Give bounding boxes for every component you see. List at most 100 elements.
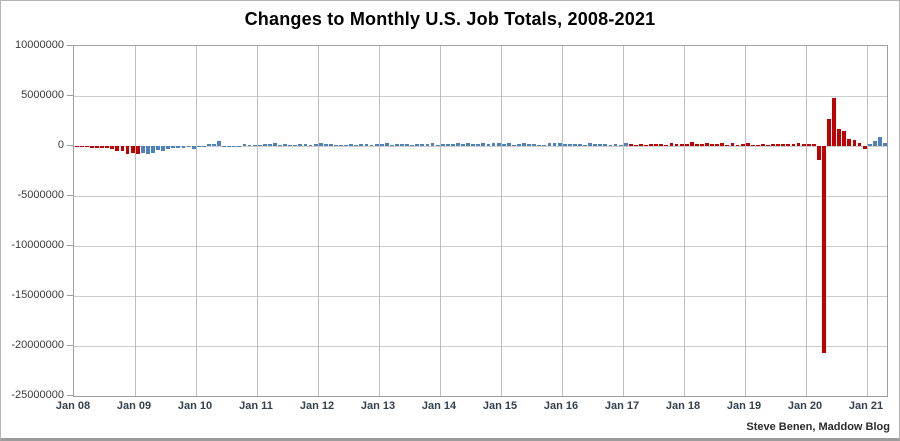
- bar: [761, 143, 765, 146]
- bar: [486, 143, 491, 146]
- x-tick-label: Jan 15: [482, 400, 518, 412]
- bar: [267, 143, 272, 146]
- bar: [720, 143, 725, 146]
- bar: [796, 143, 801, 146]
- bar: [334, 145, 338, 146]
- bar: [364, 143, 369, 146]
- gridline-v: [318, 46, 319, 396]
- bar: [420, 144, 425, 146]
- bar: [745, 142, 750, 146]
- gridline-h: [74, 96, 887, 97]
- bar: [633, 145, 638, 146]
- x-tick-label: Jan 17: [604, 400, 640, 412]
- gridline-v: [379, 46, 380, 396]
- bar: [572, 143, 577, 146]
- bar: [161, 146, 165, 151]
- bar: [832, 98, 836, 146]
- bar: [115, 146, 120, 151]
- x-tick-label: Jan 16: [543, 400, 579, 412]
- bar: [857, 143, 862, 146]
- bar: [700, 144, 704, 146]
- bar: [689, 142, 694, 146]
- bar: [786, 143, 791, 146]
- gridline-v: [562, 46, 563, 396]
- bar: [532, 143, 537, 146]
- bar: [608, 144, 613, 146]
- bar: [222, 146, 226, 148]
- bar: [415, 143, 420, 146]
- bar: [400, 143, 404, 146]
- bar: [283, 143, 287, 146]
- bar: [354, 144, 359, 146]
- x-tick-label: Jan 20: [787, 400, 823, 412]
- bar: [867, 143, 872, 146]
- bar: [176, 146, 181, 148]
- y-tick-mark: [67, 245, 73, 246]
- bar: [461, 143, 465, 146]
- bar: [776, 144, 781, 146]
- bar: [506, 143, 511, 146]
- bar: [547, 143, 552, 146]
- bar: [323, 143, 328, 146]
- bar: [822, 146, 826, 353]
- bar: [237, 146, 242, 147]
- bar: [247, 144, 252, 146]
- bar: [644, 144, 648, 146]
- bar: [618, 144, 623, 146]
- bar: [628, 144, 633, 146]
- bar: [90, 146, 94, 149]
- bar: [181, 146, 186, 148]
- bar: [405, 144, 409, 146]
- bar: [105, 146, 110, 149]
- x-tick-label: Jan 08: [55, 400, 91, 412]
- y-tick-label: -15000000: [11, 289, 64, 301]
- bar: [567, 143, 572, 146]
- bar: [694, 144, 699, 146]
- bar: [430, 143, 435, 146]
- bar: [735, 144, 740, 146]
- bar: [684, 144, 689, 146]
- bar: [791, 144, 796, 146]
- bar: [755, 144, 760, 146]
- plot-area: [73, 45, 888, 397]
- y-tick-label: 0: [57, 139, 64, 151]
- y-tick-label: 5000000: [21, 89, 64, 101]
- bar: [328, 143, 333, 146]
- bar: [450, 143, 455, 146]
- bar: [679, 144, 684, 146]
- bar: [79, 146, 84, 147]
- bar: [801, 144, 806, 146]
- bar: [613, 144, 618, 146]
- bar: [374, 143, 379, 146]
- gridline-v: [196, 46, 197, 396]
- bar: [562, 144, 567, 146]
- bar: [578, 144, 582, 146]
- gridline-v: [806, 46, 807, 396]
- y-tick-mark: [67, 45, 73, 46]
- bar: [527, 143, 531, 146]
- bar: [593, 143, 598, 146]
- bar: [491, 142, 496, 146]
- gridline-v: [135, 46, 136, 396]
- bar: [156, 146, 160, 150]
- bar: [715, 144, 720, 146]
- y-tick-label: -25000000: [11, 389, 64, 401]
- bar: [705, 143, 709, 146]
- bar: [410, 144, 415, 146]
- bar: [130, 146, 135, 153]
- bar: [318, 142, 323, 146]
- bar: [186, 146, 191, 147]
- bar: [522, 143, 526, 146]
- bar: [730, 143, 735, 146]
- bar: [110, 146, 115, 149]
- bar: [710, 143, 714, 146]
- x-tick-label: Jan 11: [239, 400, 273, 412]
- bar: [552, 143, 557, 146]
- y-tick-mark: [67, 345, 73, 346]
- bar: [344, 145, 348, 146]
- bar: [313, 144, 318, 146]
- bar: [201, 146, 206, 147]
- bar: [669, 143, 674, 146]
- y-tick-mark: [67, 295, 73, 296]
